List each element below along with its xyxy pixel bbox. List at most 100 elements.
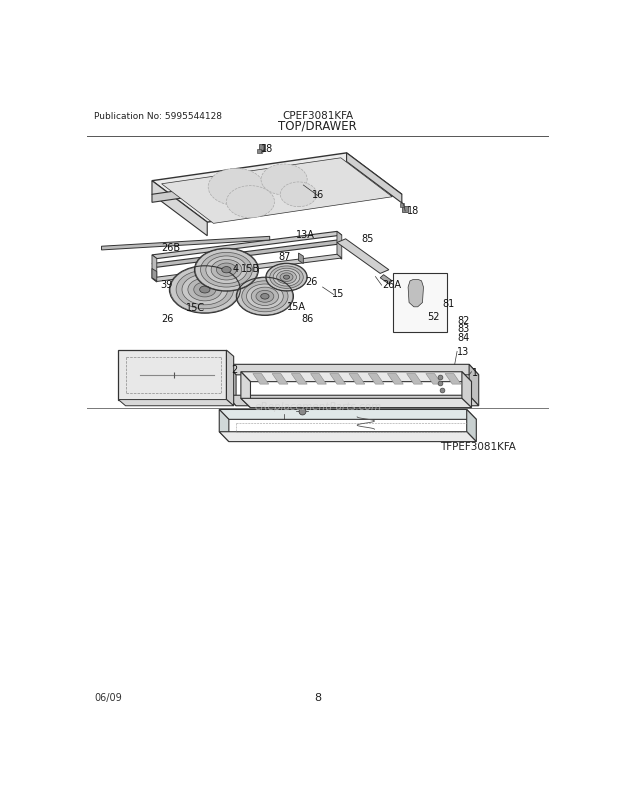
Polygon shape bbox=[347, 154, 402, 204]
Ellipse shape bbox=[226, 186, 275, 218]
Text: 15C: 15C bbox=[185, 302, 205, 313]
Ellipse shape bbox=[170, 267, 239, 314]
Polygon shape bbox=[226, 395, 479, 407]
Polygon shape bbox=[337, 240, 389, 274]
Ellipse shape bbox=[267, 265, 307, 291]
Text: 13: 13 bbox=[457, 347, 469, 357]
Text: 18: 18 bbox=[407, 205, 419, 216]
Ellipse shape bbox=[182, 275, 228, 306]
Text: 26: 26 bbox=[162, 314, 174, 323]
Ellipse shape bbox=[256, 291, 274, 303]
Ellipse shape bbox=[211, 260, 242, 281]
Polygon shape bbox=[152, 181, 207, 237]
Polygon shape bbox=[272, 374, 288, 385]
Ellipse shape bbox=[195, 249, 258, 291]
Ellipse shape bbox=[194, 283, 216, 298]
Ellipse shape bbox=[200, 253, 252, 288]
Text: 15: 15 bbox=[332, 289, 345, 299]
Polygon shape bbox=[152, 241, 342, 268]
Polygon shape bbox=[368, 374, 384, 385]
Text: 87: 87 bbox=[278, 252, 290, 261]
Polygon shape bbox=[219, 410, 229, 442]
Ellipse shape bbox=[176, 271, 234, 310]
Ellipse shape bbox=[222, 267, 231, 273]
Polygon shape bbox=[241, 372, 471, 383]
Polygon shape bbox=[469, 365, 479, 407]
Text: 13A: 13A bbox=[296, 230, 315, 240]
Text: TFPEF3081KFA: TFPEF3081KFA bbox=[440, 441, 516, 452]
Polygon shape bbox=[226, 365, 479, 375]
Text: 26B: 26B bbox=[162, 242, 180, 253]
Text: 16: 16 bbox=[312, 190, 324, 200]
Polygon shape bbox=[152, 168, 347, 203]
Text: 8: 8 bbox=[314, 692, 321, 703]
Ellipse shape bbox=[247, 285, 283, 310]
Ellipse shape bbox=[188, 279, 222, 302]
Polygon shape bbox=[152, 232, 342, 259]
Text: 39: 39 bbox=[160, 280, 172, 290]
Polygon shape bbox=[241, 372, 250, 408]
Polygon shape bbox=[152, 154, 402, 223]
Text: 85: 85 bbox=[361, 233, 373, 243]
Ellipse shape bbox=[206, 257, 247, 284]
Ellipse shape bbox=[216, 264, 236, 277]
Polygon shape bbox=[102, 237, 270, 250]
Text: 82: 82 bbox=[457, 316, 469, 326]
Polygon shape bbox=[253, 374, 268, 385]
Polygon shape bbox=[291, 374, 307, 385]
Ellipse shape bbox=[237, 278, 293, 315]
Text: 15A: 15A bbox=[286, 302, 306, 311]
Ellipse shape bbox=[280, 273, 293, 282]
Polygon shape bbox=[349, 374, 365, 385]
Ellipse shape bbox=[208, 169, 264, 206]
Text: 86: 86 bbox=[301, 314, 313, 323]
Ellipse shape bbox=[280, 183, 317, 208]
Polygon shape bbox=[162, 159, 392, 224]
Polygon shape bbox=[152, 256, 157, 283]
Polygon shape bbox=[152, 255, 342, 282]
Text: 81: 81 bbox=[443, 298, 455, 309]
Polygon shape bbox=[219, 410, 476, 419]
Text: 83: 83 bbox=[457, 324, 469, 334]
Polygon shape bbox=[241, 399, 471, 408]
Text: 15B: 15B bbox=[241, 264, 260, 274]
Polygon shape bbox=[311, 374, 326, 385]
Text: CPEF3081KFA: CPEF3081KFA bbox=[282, 111, 353, 121]
Ellipse shape bbox=[270, 266, 303, 289]
Text: 1: 1 bbox=[471, 367, 477, 377]
Polygon shape bbox=[226, 350, 234, 407]
Polygon shape bbox=[462, 372, 471, 408]
FancyBboxPatch shape bbox=[393, 273, 446, 333]
Polygon shape bbox=[407, 374, 422, 385]
Polygon shape bbox=[152, 269, 157, 282]
Text: 52: 52 bbox=[427, 312, 440, 322]
Polygon shape bbox=[330, 374, 345, 385]
Ellipse shape bbox=[277, 271, 296, 285]
Ellipse shape bbox=[200, 286, 210, 294]
Text: 18: 18 bbox=[261, 144, 273, 154]
Ellipse shape bbox=[261, 164, 307, 196]
Ellipse shape bbox=[261, 294, 269, 300]
Text: TOP/DRAWER: TOP/DRAWER bbox=[278, 119, 357, 132]
Polygon shape bbox=[426, 374, 441, 385]
Polygon shape bbox=[118, 350, 226, 400]
Text: 06/09: 06/09 bbox=[94, 692, 122, 703]
Ellipse shape bbox=[283, 276, 290, 280]
Ellipse shape bbox=[273, 269, 300, 286]
Text: 26A: 26A bbox=[383, 280, 402, 290]
Text: eReplacementParts.com: eReplacementParts.com bbox=[254, 401, 381, 411]
Text: 4: 4 bbox=[232, 264, 239, 274]
Polygon shape bbox=[219, 432, 476, 442]
Text: 2: 2 bbox=[231, 365, 237, 375]
Polygon shape bbox=[226, 365, 236, 407]
Polygon shape bbox=[337, 232, 342, 260]
Polygon shape bbox=[118, 400, 234, 407]
Polygon shape bbox=[467, 410, 476, 442]
Polygon shape bbox=[388, 374, 403, 385]
Text: 84: 84 bbox=[457, 332, 469, 342]
Polygon shape bbox=[445, 374, 461, 385]
Polygon shape bbox=[298, 253, 303, 264]
Ellipse shape bbox=[251, 288, 278, 306]
Text: Publication No: 5995544128: Publication No: 5995544128 bbox=[94, 112, 223, 121]
Polygon shape bbox=[408, 280, 423, 307]
